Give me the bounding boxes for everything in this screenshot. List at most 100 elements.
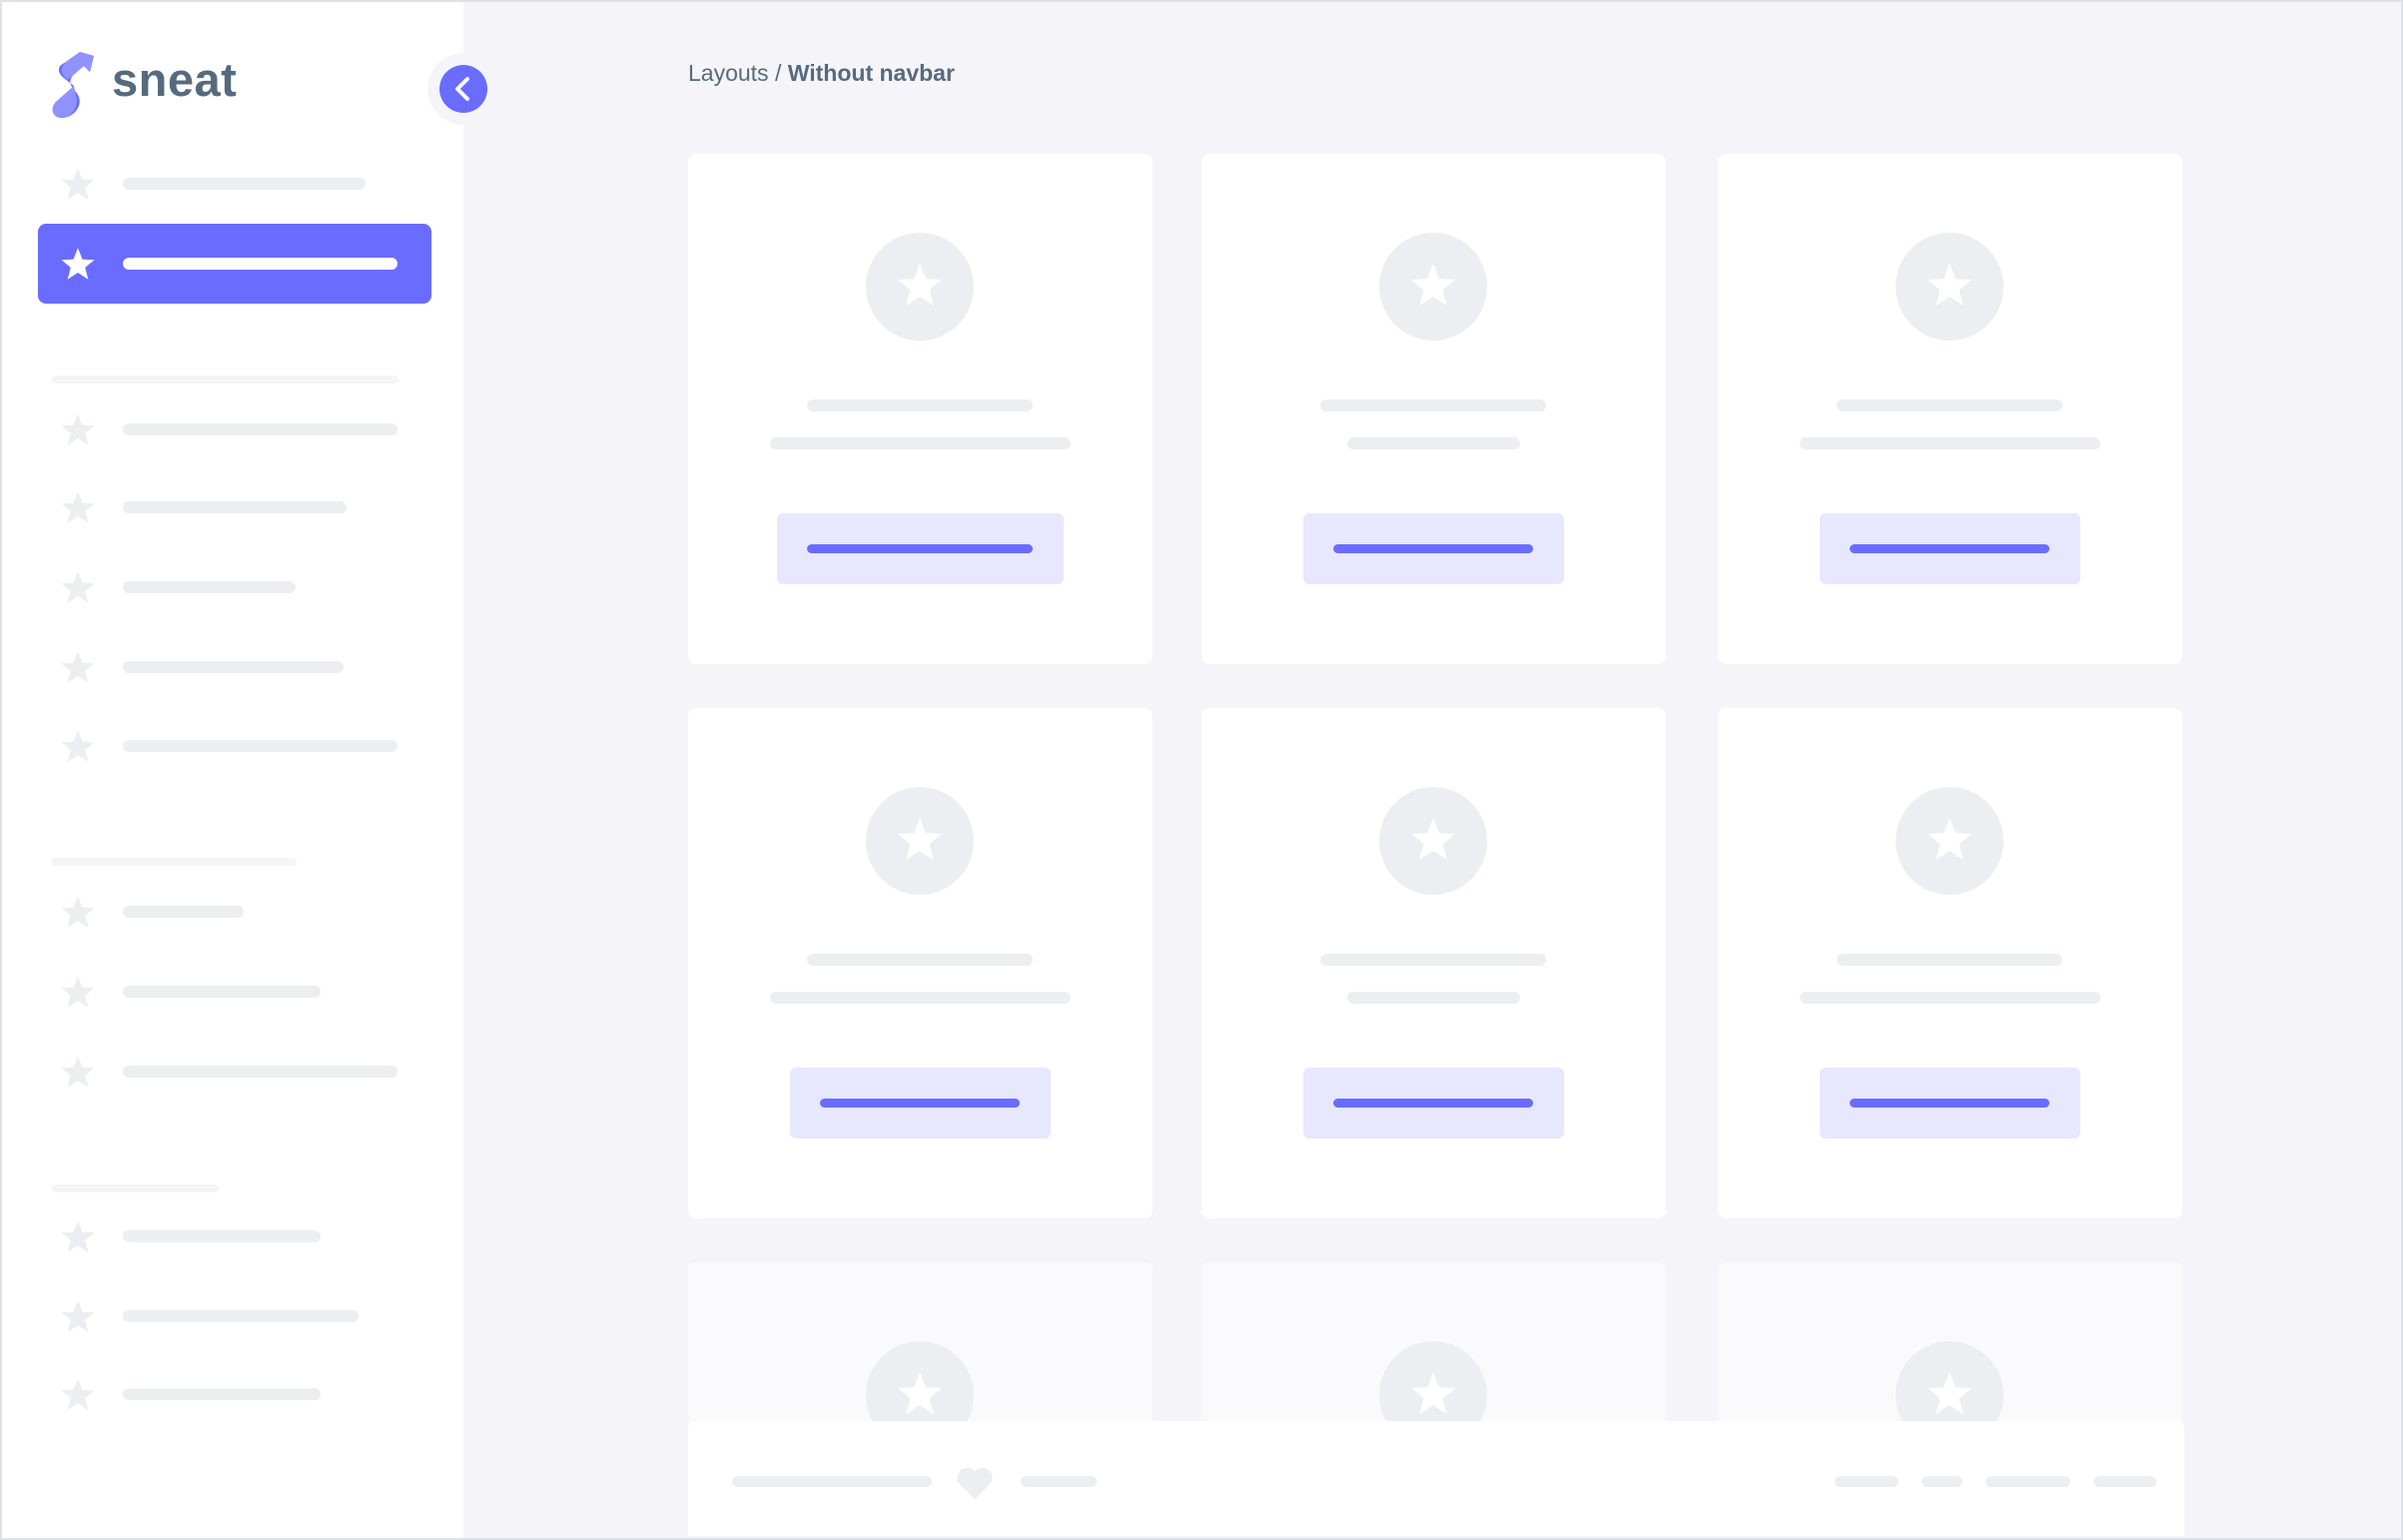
menu-section-header <box>51 376 399 384</box>
star-icon <box>1409 261 1457 314</box>
card-button-label-placeholder <box>1333 544 1533 553</box>
menu-item-label-placeholder <box>123 258 398 270</box>
sidebar-menu-item[interactable] <box>38 389 431 469</box>
card-text-placeholder <box>1799 992 2100 1004</box>
footer-link-placeholder[interactable] <box>1835 1476 1899 1487</box>
sidebar-menu-item[interactable] <box>38 627 431 707</box>
star-icon <box>60 728 96 769</box>
card-button-label-placeholder <box>820 1099 1020 1108</box>
brand-name[interactable]: sneat <box>112 53 238 106</box>
star-icon <box>60 246 96 287</box>
star-icon <box>896 815 944 868</box>
card-button[interactable] <box>1302 513 1564 584</box>
card <box>688 154 1153 664</box>
sidebar: sneat <box>2 2 463 1538</box>
sidebar-menu-item[interactable] <box>38 224 431 304</box>
menu-item-label-placeholder <box>123 1066 398 1078</box>
card-avatar <box>1379 787 1487 895</box>
star-icon <box>60 569 96 610</box>
star-icon <box>896 261 944 314</box>
sidebar-menu-item[interactable] <box>38 467 431 547</box>
card-text-placeholder <box>769 437 1071 449</box>
breadcrumb-parent[interactable]: Layouts <box>688 60 769 86</box>
sneat-logo-icon[interactable] <box>46 48 98 125</box>
star-icon <box>60 166 96 207</box>
card-avatar <box>866 233 974 341</box>
card-avatar <box>866 787 974 895</box>
star-icon <box>60 974 96 1015</box>
card-button-label-placeholder <box>1850 1099 2049 1108</box>
card <box>688 708 1153 1218</box>
card-title-placeholder <box>807 399 1033 411</box>
footer-link-placeholder[interactable] <box>1922 1476 1963 1487</box>
sidebar-menu-item[interactable] <box>38 706 431 786</box>
menu-item-label-placeholder <box>123 986 321 998</box>
star-icon <box>1409 1369 1457 1422</box>
star-icon <box>60 1054 96 1095</box>
card-button-label-placeholder <box>807 544 1033 553</box>
star-icon <box>60 489 96 530</box>
card-button[interactable] <box>776 513 1064 584</box>
card-button[interactable] <box>1819 513 2080 584</box>
card <box>1718 708 2182 1218</box>
menu-item-label-placeholder <box>123 501 347 513</box>
card-avatar <box>1896 787 2003 895</box>
card-button[interactable] <box>789 1068 1051 1139</box>
menu-item-label-placeholder <box>123 1310 359 1322</box>
card <box>1718 154 2182 664</box>
footer-link-placeholder[interactable] <box>2093 1476 2156 1487</box>
sidebar-menu-item[interactable] <box>38 1354 431 1434</box>
menu-section-header <box>51 1184 220 1192</box>
card-button[interactable] <box>1819 1068 2080 1139</box>
card-title-placeholder <box>1320 399 1546 411</box>
footer-link-placeholder <box>1021 1476 1097 1487</box>
menu-item-label-placeholder <box>123 1230 321 1242</box>
star-icon <box>60 1218 96 1259</box>
star-icon <box>1926 815 1974 868</box>
sidebar-menu-item[interactable] <box>38 144 431 224</box>
card-text-placeholder <box>769 992 1071 1004</box>
menu-item-label-placeholder <box>123 1388 321 1400</box>
card <box>1202 708 1666 1218</box>
card-title-placeholder <box>1837 399 2062 411</box>
card-text-placeholder <box>1346 437 1520 449</box>
menu-item-label-placeholder <box>123 581 296 593</box>
collapse-sidebar-button[interactable] <box>439 65 487 113</box>
star-icon <box>1409 815 1457 868</box>
card-title-placeholder <box>1837 954 2062 966</box>
star-icon <box>60 649 96 690</box>
footer-link-placeholder <box>732 1476 932 1487</box>
sidebar-menu-item[interactable] <box>38 872 431 952</box>
footer <box>688 1421 2184 1536</box>
heart-icon <box>955 1465 995 1506</box>
card <box>1202 154 1666 664</box>
star-icon <box>1926 261 1974 314</box>
card-button-label-placeholder <box>1333 1099 1533 1108</box>
menu-item-label-placeholder <box>123 740 398 752</box>
card-avatar <box>1896 233 2003 341</box>
menu-section-header <box>51 858 297 866</box>
sidebar-menu-item[interactable] <box>38 952 431 1032</box>
sidebar-menu-item[interactable] <box>38 1032 431 1112</box>
menu-item-label-placeholder <box>123 423 398 435</box>
card-button[interactable] <box>1302 1068 1564 1139</box>
breadcrumb: Layouts / Without navbar <box>688 60 955 87</box>
chevron-left-icon <box>455 77 469 101</box>
star-icon <box>60 894 96 935</box>
breadcrumb-separator: / <box>768 60 788 86</box>
star-icon <box>60 411 96 452</box>
sidebar-menu-item[interactable] <box>38 1276 431 1356</box>
star-icon <box>60 1376 96 1417</box>
star-icon <box>60 1298 96 1339</box>
card-button-label-placeholder <box>1850 544 2049 553</box>
card-text-placeholder <box>1346 992 1520 1004</box>
card-avatar <box>1379 233 1487 341</box>
card-title-placeholder <box>1320 954 1546 966</box>
sidebar-menu-item[interactable] <box>38 1196 431 1276</box>
footer-link-placeholder[interactable] <box>1986 1476 2070 1487</box>
breadcrumb-current: Without navbar <box>787 60 955 86</box>
sidebar-menu-item[interactable] <box>38 547 431 627</box>
menu-item-label-placeholder <box>123 178 366 190</box>
card-title-placeholder <box>807 954 1033 966</box>
